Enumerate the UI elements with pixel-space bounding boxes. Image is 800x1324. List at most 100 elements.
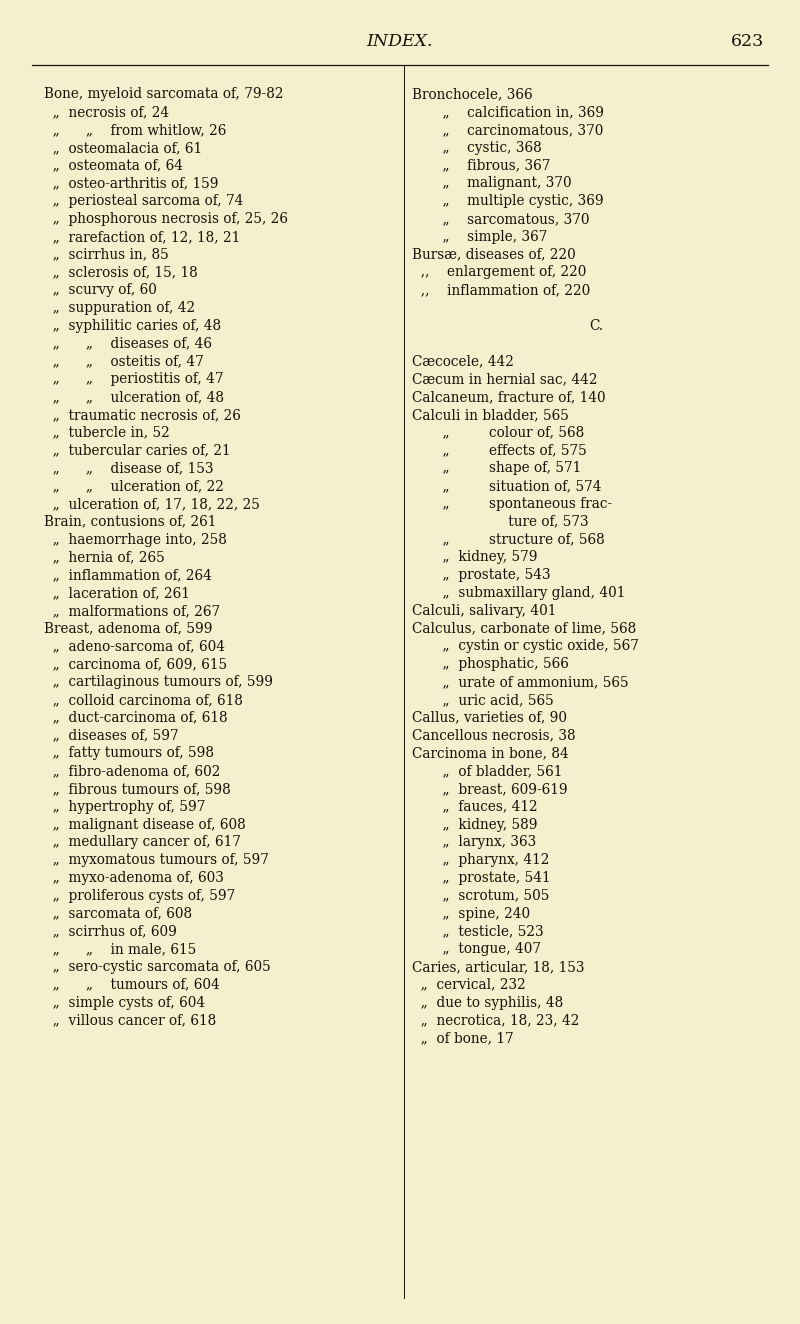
Text: C.: C. (589, 319, 603, 332)
Text: „         structure of, 568: „ structure of, 568 (412, 532, 605, 547)
Text: Calculi, salivary, 401: Calculi, salivary, 401 (412, 604, 556, 618)
Text: „  myxomatous tumours of, 597: „ myxomatous tumours of, 597 (44, 853, 269, 867)
Text: Calcaneum, fracture of, 140: Calcaneum, fracture of, 140 (412, 391, 606, 404)
Text: „  fatty tumours of, 598: „ fatty tumours of, 598 (44, 747, 214, 760)
Text: „  due to syphilis, 48: „ due to syphilis, 48 (412, 996, 563, 1010)
Text: „  prostate, 543: „ prostate, 543 (412, 568, 550, 583)
Text: „  ulceration of, 17, 18, 22, 25: „ ulceration of, 17, 18, 22, 25 (44, 496, 260, 511)
Text: „  pharynx, 412: „ pharynx, 412 (412, 853, 550, 867)
Text: „  hernia of, 265: „ hernia of, 265 (44, 551, 165, 564)
Text: „  spine, 240: „ spine, 240 (412, 907, 530, 920)
Text: „    multiple cystic, 369: „ multiple cystic, 369 (412, 195, 604, 208)
Text: „  osteomata of, 64: „ osteomata of, 64 (44, 159, 183, 172)
Text: „  cystin or cystic oxide, 567: „ cystin or cystic oxide, 567 (412, 639, 639, 654)
Text: „  medullary cancer of, 617: „ medullary cancer of, 617 (44, 835, 241, 849)
Text: „         situation of, 574: „ situation of, 574 (412, 479, 602, 493)
Text: „  breast, 609-619: „ breast, 609-619 (412, 782, 568, 796)
Text: „  urate of ammonium, 565: „ urate of ammonium, 565 (412, 675, 629, 688)
Text: „  syphilitic caries of, 48: „ syphilitic caries of, 48 (44, 319, 221, 332)
Text: „         spontaneous frac-: „ spontaneous frac- (412, 496, 612, 511)
Text: „  fibrous tumours of, 598: „ fibrous tumours of, 598 (44, 782, 230, 796)
Text: „      „    in male, 615: „ „ in male, 615 (44, 943, 196, 956)
Text: „  scirrhus of, 609: „ scirrhus of, 609 (44, 924, 177, 939)
Text: „      „    diseases of, 46: „ „ diseases of, 46 (44, 336, 212, 351)
Text: „  phosphorous necrosis of, 25, 26: „ phosphorous necrosis of, 25, 26 (44, 212, 288, 226)
Text: ture of, 573: ture of, 573 (412, 515, 589, 528)
Text: „      „    ulceration of, 48: „ „ ulceration of, 48 (44, 391, 224, 404)
Text: „  prostate, 541: „ prostate, 541 (412, 871, 550, 884)
Text: „         effects of, 575: „ effects of, 575 (412, 444, 586, 458)
Text: Cancellous necrosis, 38: Cancellous necrosis, 38 (412, 728, 576, 743)
Text: „  simple cysts of, 604: „ simple cysts of, 604 (44, 996, 205, 1010)
Text: „    cystic, 368: „ cystic, 368 (412, 140, 542, 155)
Text: „  testicle, 523: „ testicle, 523 (412, 924, 544, 939)
Text: „  submaxillary gland, 401: „ submaxillary gland, 401 (412, 587, 626, 600)
Text: „  kidney, 589: „ kidney, 589 (412, 817, 538, 831)
Text: „      „    periostitis of, 47: „ „ periostitis of, 47 (44, 372, 223, 387)
Text: „  tubercular caries of, 21: „ tubercular caries of, 21 (44, 444, 230, 458)
Text: „    sarcomatous, 370: „ sarcomatous, 370 (412, 212, 590, 226)
Text: „  colloid carcinoma of, 618: „ colloid carcinoma of, 618 (44, 692, 243, 707)
Text: „      „    ulceration of, 22: „ „ ulceration of, 22 (44, 479, 224, 493)
Text: „      „    tumours of, 604: „ „ tumours of, 604 (44, 977, 220, 992)
Text: „  osteo-arthritis of, 159: „ osteo-arthritis of, 159 (44, 176, 218, 191)
Text: „  scurvy of, 60: „ scurvy of, 60 (44, 283, 157, 298)
Text: „  uric acid, 565: „ uric acid, 565 (412, 692, 554, 707)
Text: „  laceration of, 261: „ laceration of, 261 (44, 587, 190, 600)
Text: „    carcinomatous, 370: „ carcinomatous, 370 (412, 123, 603, 136)
Text: „  proliferous cysts of, 597: „ proliferous cysts of, 597 (44, 888, 235, 903)
Text: „  necrosis of, 24: „ necrosis of, 24 (44, 105, 169, 119)
Text: „  sarcomata of, 608: „ sarcomata of, 608 (44, 907, 192, 920)
Text: „         colour of, 568: „ colour of, 568 (412, 426, 584, 440)
Text: „  phosphatic, 566: „ phosphatic, 566 (412, 657, 569, 671)
Text: Caries, articular, 18, 153: Caries, articular, 18, 153 (412, 960, 585, 974)
Text: „  cervical, 232: „ cervical, 232 (412, 977, 526, 992)
Text: „  of bladder, 561: „ of bladder, 561 (412, 764, 562, 779)
Text: 623: 623 (730, 33, 764, 49)
Text: Cæcum in hernial sac, 442: Cæcum in hernial sac, 442 (412, 372, 598, 387)
Text: Cæcocele, 442: Cæcocele, 442 (412, 355, 514, 368)
Text: Calculi in bladder, 565: Calculi in bladder, 565 (412, 408, 569, 422)
Text: „  necrotica, 18, 23, 42: „ necrotica, 18, 23, 42 (412, 1013, 579, 1027)
Text: Breast, adenoma of, 599: Breast, adenoma of, 599 (44, 622, 213, 636)
Text: „  fibro-adenoma of, 602: „ fibro-adenoma of, 602 (44, 764, 220, 779)
Text: Bronchocele, 366: Bronchocele, 366 (412, 87, 533, 102)
Text: „    malignant, 370: „ malignant, 370 (412, 176, 572, 191)
Text: „  carcinoma of, 609, 615: „ carcinoma of, 609, 615 (44, 657, 227, 671)
Text: „  villous cancer of, 618: „ villous cancer of, 618 (44, 1013, 216, 1027)
Text: „      „    from whitlow, 26: „ „ from whitlow, 26 (44, 123, 226, 136)
Text: „  malignant disease of, 608: „ malignant disease of, 608 (44, 817, 246, 831)
Text: „  adeno-sarcoma of, 604: „ adeno-sarcoma of, 604 (44, 639, 225, 654)
Text: Calculus, carbonate of lime, 568: Calculus, carbonate of lime, 568 (412, 622, 636, 636)
Text: „  traumatic necrosis of, 26: „ traumatic necrosis of, 26 (44, 408, 241, 422)
Text: ,,    inflammation of, 220: ,, inflammation of, 220 (412, 283, 590, 298)
Text: „  of bone, 17: „ of bone, 17 (412, 1031, 514, 1045)
Text: „  periosteal sarcoma of, 74: „ periosteal sarcoma of, 74 (44, 195, 243, 208)
Text: „  duct-carcinoma of, 618: „ duct-carcinoma of, 618 (44, 711, 228, 724)
Text: „  osteomalacia of, 61: „ osteomalacia of, 61 (44, 140, 202, 155)
Text: „  myxo-adenoma of, 603: „ myxo-adenoma of, 603 (44, 871, 224, 884)
Text: „    calcification in, 369: „ calcification in, 369 (412, 105, 604, 119)
Text: „         shape of, 571: „ shape of, 571 (412, 461, 582, 475)
Text: Brain, contusions of, 261: Brain, contusions of, 261 (44, 515, 216, 528)
Text: „  tongue, 407: „ tongue, 407 (412, 943, 541, 956)
Text: „      „    osteitis of, 47: „ „ osteitis of, 47 (44, 355, 204, 368)
Text: „      „    disease of, 153: „ „ disease of, 153 (44, 461, 214, 475)
Text: „  rarefaction of, 12, 18, 21: „ rarefaction of, 12, 18, 21 (44, 230, 240, 244)
Text: Callus, varieties of, 90: Callus, varieties of, 90 (412, 711, 567, 724)
Text: „  tubercle in, 52: „ tubercle in, 52 (44, 426, 170, 440)
Text: „  malformations of, 267: „ malformations of, 267 (44, 604, 220, 618)
Text: Bursæ, diseases of, 220: Bursæ, diseases of, 220 (412, 248, 576, 262)
Text: „  scrotum, 505: „ scrotum, 505 (412, 888, 550, 903)
Text: „  scirrhus in, 85: „ scirrhus in, 85 (44, 248, 169, 262)
Text: „    fibrous, 367: „ fibrous, 367 (412, 159, 550, 172)
Text: „  suppuration of, 42: „ suppuration of, 42 (44, 301, 195, 315)
Text: „  inflammation of, 264: „ inflammation of, 264 (44, 568, 212, 583)
Text: „  kidney, 579: „ kidney, 579 (412, 551, 538, 564)
Text: „  hypertrophy of, 597: „ hypertrophy of, 597 (44, 800, 206, 814)
Text: „  cartilaginous tumours of, 599: „ cartilaginous tumours of, 599 (44, 675, 273, 688)
Text: „  sero-cystic sarcomata of, 605: „ sero-cystic sarcomata of, 605 (44, 960, 270, 974)
Text: ,,    enlargement of, 220: ,, enlargement of, 220 (412, 265, 586, 279)
Text: „  fauces, 412: „ fauces, 412 (412, 800, 538, 814)
Text: „  larynx, 363: „ larynx, 363 (412, 835, 536, 849)
